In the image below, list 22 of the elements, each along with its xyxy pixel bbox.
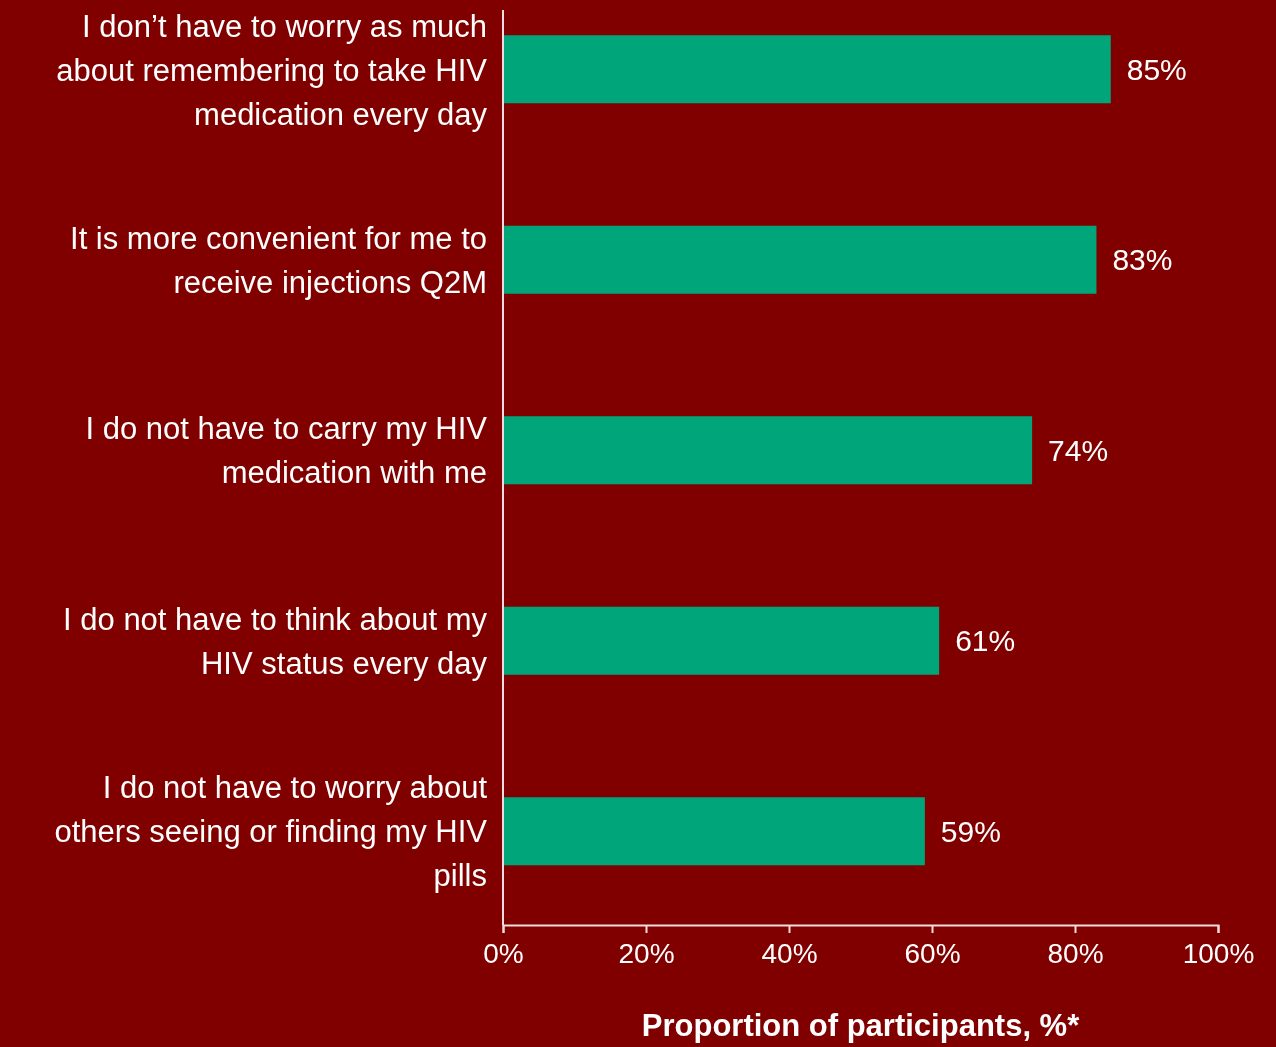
x-axis-title: Proportion of participants, %* [641, 1008, 1081, 1043]
bar [503, 606, 940, 675]
bar [503, 797, 925, 866]
data-label: 59% [940, 814, 1001, 848]
bar [503, 416, 1033, 485]
x-tick-label: 40% [761, 937, 818, 969]
y-tick-label: I do not have to worry about others seeing or finding my HIV pills [54, 770, 488, 894]
y-tick-label: I don’t have to worry as much about remembering to take HIV medication every day [56, 8, 488, 132]
x-tick-label: 100% [1182, 937, 1255, 969]
x-tick-label: 0% [483, 937, 524, 969]
data-label: 85% [1126, 52, 1187, 86]
data-label: 61% [955, 624, 1016, 658]
x-tick-label: 60% [904, 937, 961, 969]
y-tick-label: I do not have to think about my HIV status every day [63, 601, 488, 681]
data-label: 83% [1112, 243, 1173, 277]
x-tick-label: 20% [618, 937, 675, 969]
bar [503, 35, 1111, 104]
data-label: 74% [1048, 433, 1109, 467]
y-tick-label: It is more convenient for me to receive injections Q2M [70, 220, 487, 300]
y-tick-label: I do not have to carry my HIV medication with me [85, 411, 488, 491]
x-tick-label: 80% [1047, 937, 1104, 969]
bar [503, 225, 1097, 294]
